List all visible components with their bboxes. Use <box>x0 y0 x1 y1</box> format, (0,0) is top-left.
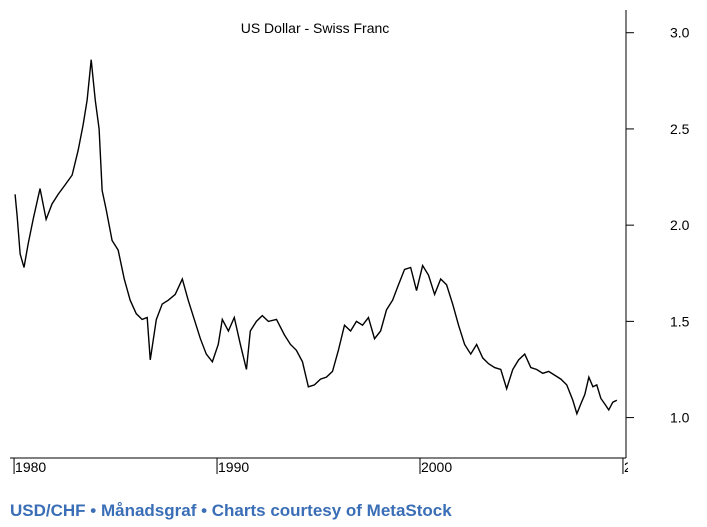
chart-title: US Dollar - Swiss Franc <box>241 20 390 36</box>
y-tick-label: 2.5 <box>670 121 690 137</box>
caption: USD/CHF • Månadsgraf • Charts courtesy o… <box>10 501 452 520</box>
y-tick-label: 1.0 <box>670 410 690 426</box>
price-line <box>14 59 618 416</box>
x-tick-label: 2010 <box>624 459 655 475</box>
y-tick-label: 2.0 <box>670 217 690 233</box>
x-tick-label: 1990 <box>218 459 249 475</box>
y-tick-label: 1.5 <box>670 313 690 329</box>
x-axis-labels: 1980 1990 2000 2010 <box>15 459 655 475</box>
x-tick-label: 1980 <box>15 459 46 475</box>
x-tick-label: 2000 <box>421 459 452 475</box>
y-tick-label: 3.0 <box>670 25 690 41</box>
chart: US Dollar - Swiss Franc 1980 1990 2000 2010… <box>10 10 690 475</box>
